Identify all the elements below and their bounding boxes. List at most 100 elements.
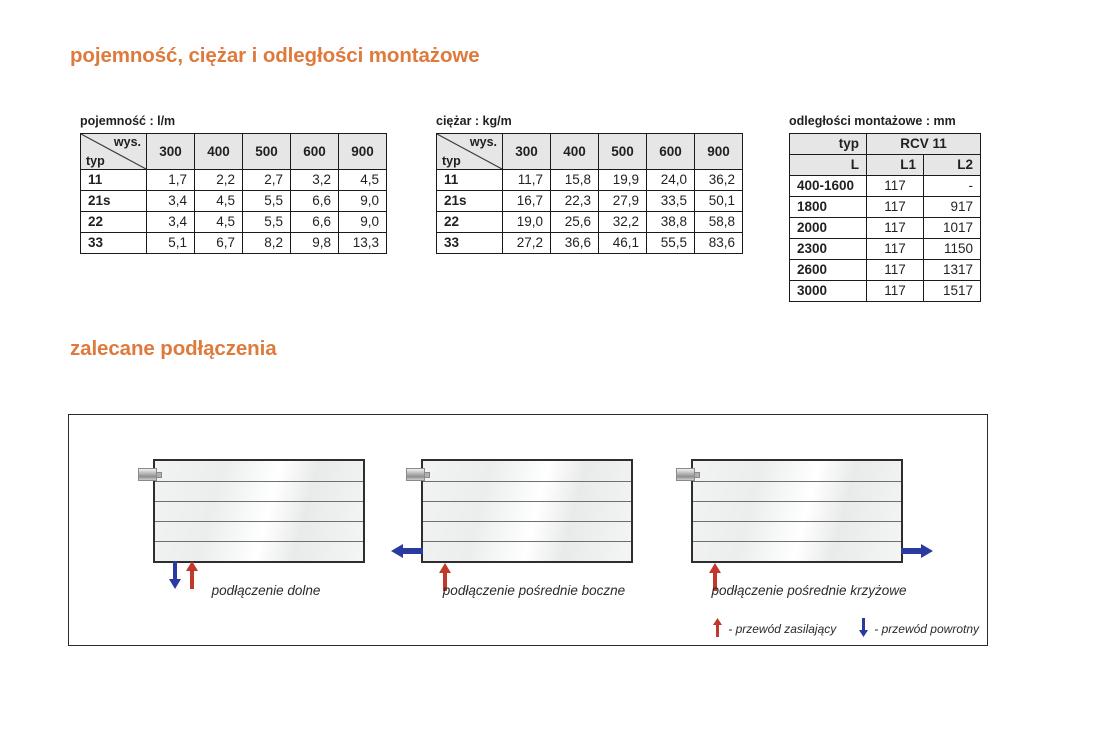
data-cell: 46,1 [598, 232, 647, 254]
data-cell: 25,6 [550, 211, 599, 233]
data-cell: 15,8 [550, 169, 599, 191]
diagram-caption: podłączenie pośrednie boczne [442, 583, 626, 598]
data-cell: 917 [923, 196, 981, 218]
supply-arrow-up-icon [707, 563, 723, 591]
radiator-band [693, 501, 901, 502]
row-label: 11 [80, 169, 147, 191]
radiator-band [423, 521, 631, 522]
data-cell: 3,4 [146, 211, 195, 233]
mounting-table-block: odległości montażowe : mm typ RCV 11 L L… [789, 114, 981, 302]
column-header: 600 [290, 133, 339, 170]
legend-item-return: - przewód powrotny [858, 618, 979, 640]
table-row: 11 11,7 15,8 19,9 24,0 36,2 [436, 169, 743, 191]
supply-arrow-up-icon [437, 563, 453, 591]
data-cell: 9,8 [290, 232, 339, 254]
header-l2: L2 [923, 154, 981, 176]
page-title-connections: zalecane podłączenia [70, 337, 277, 360]
valve-icon [406, 468, 430, 481]
valve-icon [138, 468, 162, 481]
header-l1: L1 [866, 154, 924, 176]
data-cell: 58,8 [694, 211, 743, 233]
data-cell: 32,2 [598, 211, 647, 233]
mounting-table: typ RCV 11 L L1 L2 400-1600 117 - 1800 1… [789, 133, 981, 302]
diagram-cross-connection: podłączenie pośrednie krzyżowe [669, 415, 949, 645]
data-cell: 9,0 [338, 211, 387, 233]
radiator-band [423, 541, 631, 542]
data-cell: 3,4 [146, 190, 195, 212]
data-cell: 1517 [923, 280, 981, 302]
column-header: 400 [194, 133, 243, 170]
row-label: 2300 [789, 238, 867, 260]
table-row: 1800 117 917 [789, 196, 981, 218]
return-arrow-down-icon [167, 561, 183, 589]
column-header: 300 [502, 133, 551, 170]
radiator-band [693, 541, 901, 542]
column-header: 600 [646, 133, 695, 170]
data-cell: 55,5 [646, 232, 695, 254]
data-cell: 36,6 [550, 232, 599, 254]
table-header-row: typ RCV 11 [789, 133, 981, 155]
corner-label-bottom: typ [86, 154, 105, 168]
data-cell: 1017 [923, 217, 981, 239]
legend-label-return: - przewód powrotny [874, 622, 979, 636]
data-cell: 117 [866, 196, 924, 218]
data-cell: 27,9 [598, 190, 647, 212]
corner-header-cell: wys. typ [436, 133, 503, 170]
radiator-band [155, 521, 363, 522]
radiator-band [423, 481, 631, 482]
capacity-table-block: pojemność : l/m wys. typ 300 400 500 600… [80, 114, 387, 254]
diagonal-divider-icon [81, 134, 146, 169]
table-row: 3000 117 1517 [789, 280, 981, 302]
return-arrow-down-icon [858, 618, 869, 640]
data-cell: 117 [866, 238, 924, 260]
data-cell: 8,2 [242, 232, 291, 254]
table-row: 2000 117 1017 [789, 217, 981, 239]
capacity-table: wys. typ 300 400 500 600 900 11 1,7 2,2 … [80, 133, 387, 254]
data-cell: 13,3 [338, 232, 387, 254]
page-title-capacity: pojemność, ciężar i odległości montażowe [70, 44, 480, 67]
column-header: 300 [146, 133, 195, 170]
data-cell: 83,6 [694, 232, 743, 254]
column-header: 500 [598, 133, 647, 170]
radiator-panel [138, 459, 365, 563]
table-header-row: wys. typ 300 400 500 600 900 [80, 133, 387, 170]
data-cell: 5,5 [242, 211, 291, 233]
column-header: 900 [338, 133, 387, 170]
row-label: 21s [436, 190, 503, 212]
data-cell: 6,6 [290, 211, 339, 233]
corner-label-top: wys. [113, 135, 141, 149]
radiator-band [693, 521, 901, 522]
header-typ: typ [789, 133, 867, 155]
legend: - przewód zasilający - przewód powrotny [712, 618, 979, 640]
return-arrow-right-icon [901, 543, 933, 559]
weight-table-caption: ciężar : kg/m [436, 114, 512, 128]
table-header-row: wys. typ 300 400 500 600 900 [436, 133, 743, 170]
weight-table: wys. typ 300 400 500 600 900 11 11,7 15,… [436, 133, 743, 254]
connections-panel: podłączenie dolne podłączenie pośrednie … [68, 414, 988, 646]
data-cell: 19,0 [502, 211, 551, 233]
radiator-band [423, 501, 631, 502]
data-cell: - [923, 175, 981, 197]
data-cell: 1317 [923, 259, 981, 281]
data-cell: 16,7 [502, 190, 551, 212]
supply-arrow-up-icon [712, 618, 723, 640]
header-model: RCV 11 [866, 133, 981, 155]
row-label: 2000 [789, 217, 867, 239]
corner-label-top: wys. [469, 135, 497, 149]
data-cell: 50,1 [694, 190, 743, 212]
data-cell: 4,5 [338, 169, 387, 191]
data-cell: 6,6 [290, 190, 339, 212]
row-label: 22 [436, 211, 503, 233]
row-label: 1800 [789, 196, 867, 218]
radiator-band [155, 501, 363, 502]
radiator-band [155, 481, 363, 482]
table-row: 33 27,2 36,6 46,1 55,5 83,6 [436, 232, 743, 254]
data-cell: 117 [866, 217, 924, 239]
legend-label-supply: - przewód zasilający [728, 622, 837, 636]
data-cell: 27,2 [502, 232, 551, 254]
data-cell: 9,0 [338, 190, 387, 212]
table-row: 21s 3,4 4,5 5,5 6,6 9,0 [80, 190, 387, 212]
diagram-caption: podłączenie dolne [211, 583, 321, 598]
column-header: 900 [694, 133, 743, 170]
data-cell: 2,7 [242, 169, 291, 191]
